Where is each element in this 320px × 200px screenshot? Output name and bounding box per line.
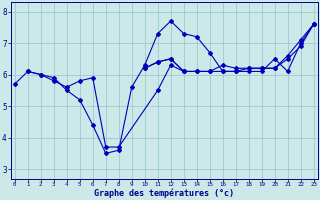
X-axis label: Graphe des températures (°c): Graphe des températures (°c): [94, 188, 234, 198]
